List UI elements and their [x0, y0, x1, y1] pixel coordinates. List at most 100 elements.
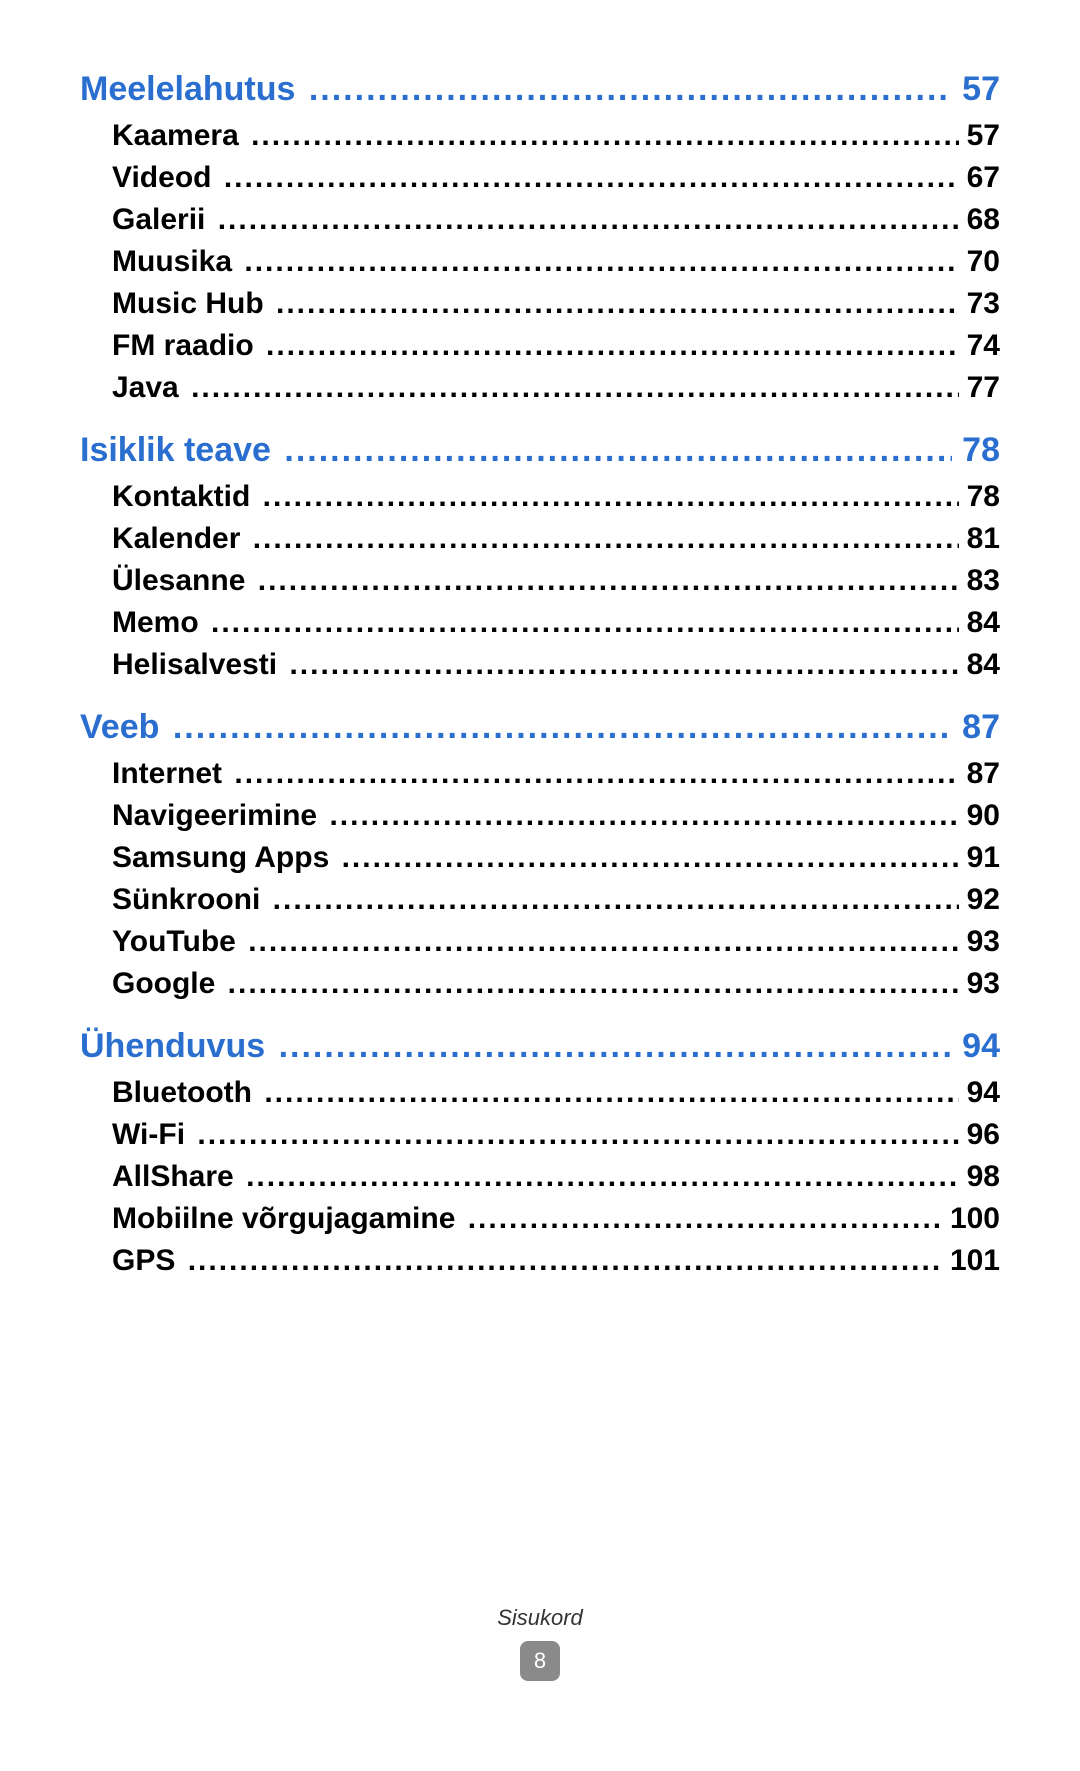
toc-section-row[interactable]: Meelelahutus ...........................… — [80, 70, 1000, 109]
toc-item-row[interactable]: Internet ...............................… — [80, 757, 1000, 791]
toc-section-title: Veeb — [80, 708, 169, 747]
page-footer: Sisukord 8 — [0, 1605, 1080, 1681]
toc-section-page: 87 — [952, 708, 1000, 747]
toc-item-label: AllShare — [112, 1160, 242, 1194]
toc-item-label: Java — [112, 371, 187, 405]
toc-item-page: 84 — [959, 648, 1000, 682]
toc-item-row[interactable]: Samsung Apps ...........................… — [80, 841, 1000, 875]
toc-leader-dots: ........................................… — [242, 1160, 959, 1194]
toc-item-label: Wi-Fi — [112, 1118, 193, 1152]
toc-item-row[interactable]: Mobiilne võrgujagamine .................… — [80, 1202, 1000, 1236]
toc-leader-dots: ........................................… — [338, 841, 959, 875]
toc-item-row[interactable]: AllShare ...............................… — [80, 1160, 1000, 1194]
toc-item-label: Mobiilne võrgujagamine — [112, 1202, 464, 1236]
toc-item-page: 100 — [942, 1202, 1000, 1236]
toc-item-row[interactable]: Ülesanne ...............................… — [80, 564, 1000, 598]
toc-item-label: GPS — [112, 1244, 184, 1278]
footer-section-label: Sisukord — [0, 1605, 1080, 1631]
toc-item-page: 57 — [959, 119, 1000, 153]
toc-item-row[interactable]: Java ...................................… — [80, 371, 1000, 405]
toc-item-page: 90 — [959, 799, 1000, 833]
toc-section-row[interactable]: Veeb ...................................… — [80, 708, 1000, 747]
toc-item-page: 94 — [959, 1076, 1000, 1110]
toc-item-row[interactable]: Videod .................................… — [80, 161, 1000, 195]
toc-leader-dots: ........................................… — [464, 1202, 942, 1236]
toc-item-page: 70 — [959, 245, 1000, 279]
toc-item-row[interactable]: FM raadio ..............................… — [80, 329, 1000, 363]
toc-item-row[interactable]: Galerii ................................… — [80, 203, 1000, 237]
toc-item-page: 68 — [959, 203, 1000, 237]
toc-leader-dots: ........................................… — [305, 70, 952, 109]
toc-leader-dots: ........................................… — [244, 925, 958, 959]
toc-leader-dots: ........................................… — [220, 161, 959, 195]
toc-item-page: 73 — [959, 287, 1000, 321]
toc-item-row[interactable]: Wi-Fi ..................................… — [80, 1118, 1000, 1152]
toc-item-page: 78 — [959, 480, 1000, 514]
toc-leader-dots: ........................................… — [169, 708, 952, 747]
toc-item-row[interactable]: Navigeerimine ..........................… — [80, 799, 1000, 833]
toc-item-row[interactable]: Google .................................… — [80, 967, 1000, 1001]
toc-item-label: Sünkrooni — [112, 883, 269, 917]
toc-leader-dots: ........................................… — [240, 245, 958, 279]
toc-item-page: 93 — [959, 967, 1000, 1001]
toc-item-row[interactable]: Muusika ................................… — [80, 245, 1000, 279]
toc-item-row[interactable]: Kontaktid ..............................… — [80, 480, 1000, 514]
toc-item-row[interactable]: YouTube ................................… — [80, 925, 1000, 959]
toc-item-row[interactable]: Memo ...................................… — [80, 606, 1000, 640]
toc-item-row[interactable]: Sünkrooni ..............................… — [80, 883, 1000, 917]
toc-leader-dots: ........................................… — [224, 967, 959, 1001]
toc-item-page: 92 — [959, 883, 1000, 917]
toc-item-row[interactable]: Helisalvesti ...........................… — [80, 648, 1000, 682]
toc-section-row[interactable]: Isiklik teave ..........................… — [80, 431, 1000, 470]
toc-leader-dots: ........................................… — [207, 606, 959, 640]
toc-item-page: 93 — [959, 925, 1000, 959]
toc-leader-dots: ........................................… — [249, 522, 959, 556]
toc-leader-dots: ........................................… — [325, 799, 958, 833]
toc-item-row[interactable]: GPS ....................................… — [80, 1244, 1000, 1278]
toc-item-label: Music Hub — [112, 287, 272, 321]
toc-section-title: Ühenduvus — [80, 1027, 275, 1066]
toc-leader-dots: ........................................… — [187, 371, 959, 405]
toc-section-page: 94 — [952, 1027, 1000, 1066]
toc-item-page: 96 — [959, 1118, 1000, 1152]
toc-leader-dots: ........................................… — [269, 883, 959, 917]
toc-item-row[interactable]: Kalender ...............................… — [80, 522, 1000, 556]
toc-section-title: Meelelahutus — [80, 70, 305, 109]
toc-item-row[interactable]: Kaamera ................................… — [80, 119, 1000, 153]
toc-item-label: YouTube — [112, 925, 244, 959]
toc-item-row[interactable]: Music Hub ..............................… — [80, 287, 1000, 321]
toc-leader-dots: ........................................… — [214, 203, 959, 237]
toc-section-title: Isiklik teave — [80, 431, 280, 470]
page-number-badge: 8 — [520, 1641, 560, 1681]
toc-leader-dots: ........................................… — [193, 1118, 958, 1152]
toc-item-label: Samsung Apps — [112, 841, 338, 875]
toc-section-page: 57 — [952, 70, 1000, 109]
toc-item-label: Helisalvesti — [112, 648, 285, 682]
toc-item-row[interactable]: Bluetooth ..............................… — [80, 1076, 1000, 1110]
toc-item-page: 84 — [959, 606, 1000, 640]
toc-item-page: 74 — [959, 329, 1000, 363]
toc-leader-dots: ........................................… — [272, 287, 959, 321]
toc-item-label: FM raadio — [112, 329, 262, 363]
toc-leader-dots: ........................................… — [259, 480, 959, 514]
toc-item-label: Videod — [112, 161, 220, 195]
toc-item-label: Google — [112, 967, 224, 1001]
toc-leader-dots: ........................................… — [247, 119, 959, 153]
toc-item-page: 101 — [942, 1244, 1000, 1278]
toc-item-page: 67 — [959, 161, 1000, 195]
toc-item-label: Navigeerimine — [112, 799, 325, 833]
toc-item-page: 81 — [959, 522, 1000, 556]
toc-section-row[interactable]: Ühenduvus ..............................… — [80, 1027, 1000, 1066]
toc-leader-dots: ........................................… — [285, 648, 958, 682]
toc-item-label: Kontaktid — [112, 480, 259, 514]
toc-item-label: Kaamera — [112, 119, 247, 153]
toc-item-page: 83 — [959, 564, 1000, 598]
toc-leader-dots: ........................................… — [275, 1027, 953, 1066]
toc-item-label: Muusika — [112, 245, 240, 279]
toc-item-label: Bluetooth — [112, 1076, 260, 1110]
toc-item-label: Internet — [112, 757, 230, 791]
toc-item-label: Memo — [112, 606, 207, 640]
toc-leader-dots: ........................................… — [184, 1244, 942, 1278]
toc-item-label: Ülesanne — [112, 564, 254, 598]
toc-item-label: Galerii — [112, 203, 214, 237]
